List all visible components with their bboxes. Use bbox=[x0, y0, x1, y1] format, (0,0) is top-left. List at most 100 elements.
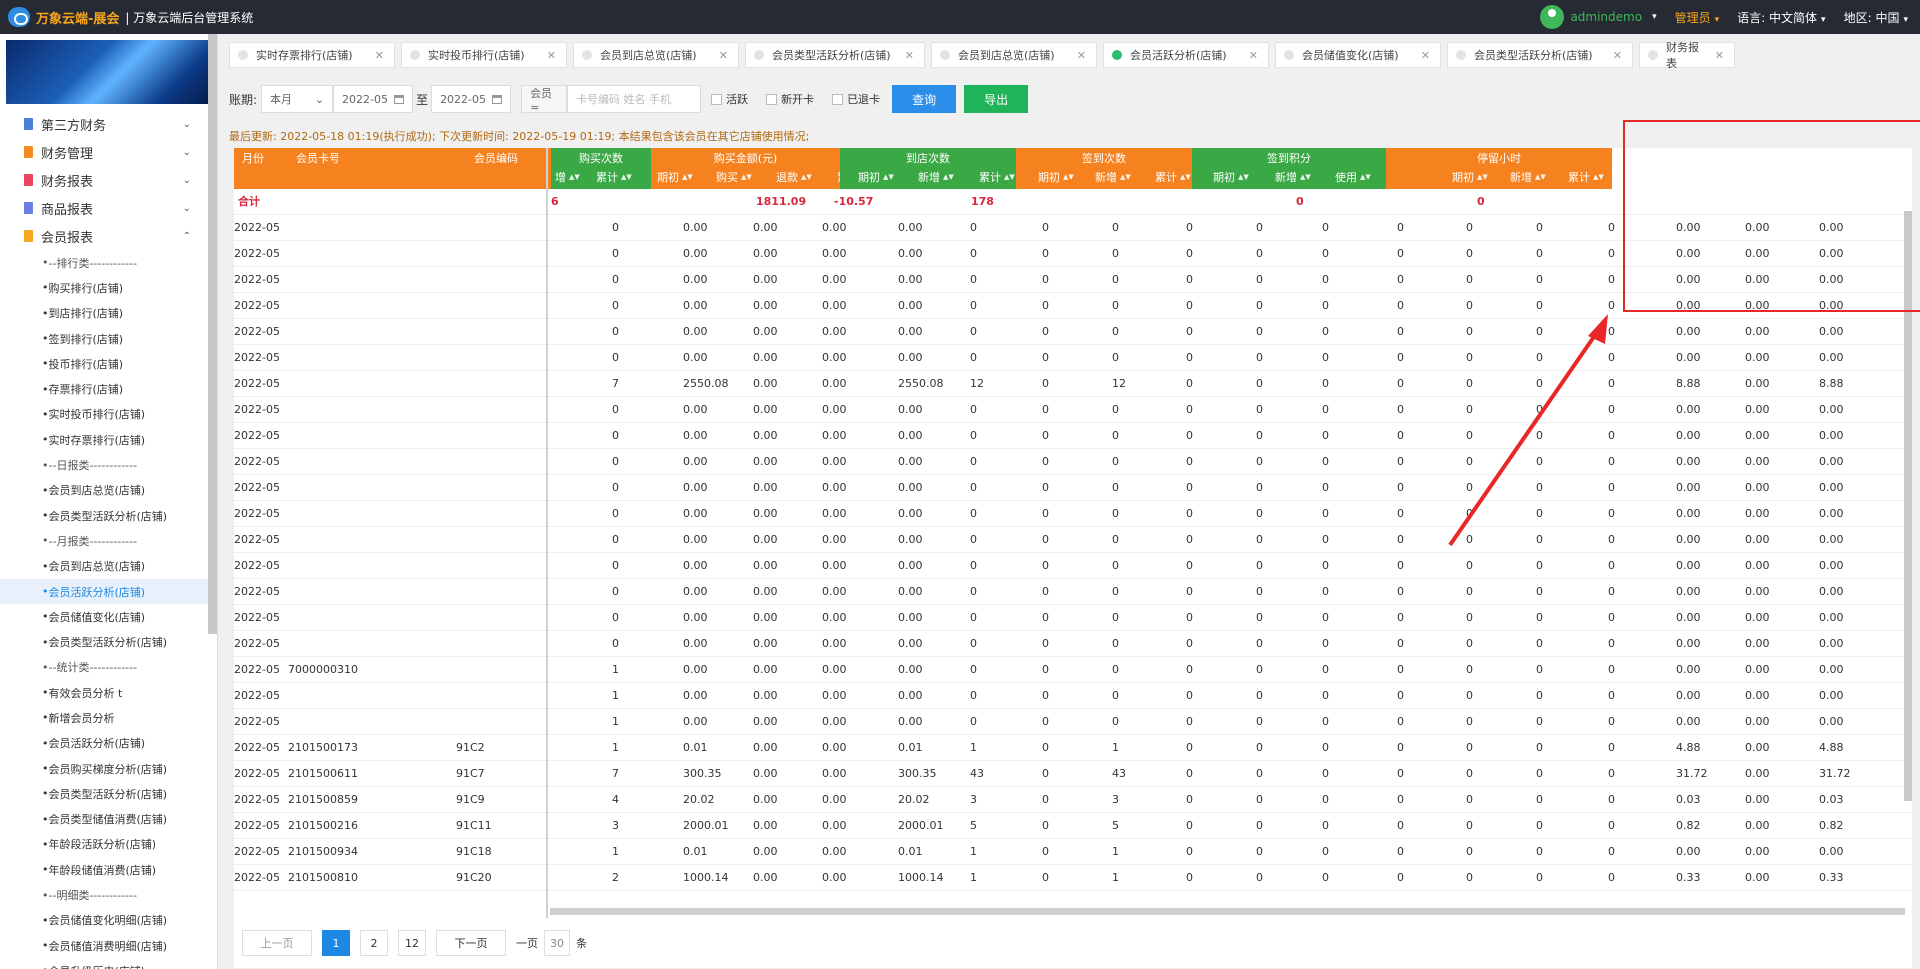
table-row[interactable]: 2022-05 2101500934 91C18 1 0.01 0.00 0.00 0.01 1… bbox=[234, 839, 1912, 865]
tab-8[interactable]: 财务报表 ✕ bbox=[1639, 41, 1735, 70]
table-row[interactable]: 2022-05 0 0.00 0.00 0.00 0.00 0 0 0 0 0 0 0 0 0 0 0.00 0.… bbox=[234, 293, 1912, 319]
sidebar-item-13[interactable]: • 会员活跃分析(店铺) bbox=[0, 578, 217, 605]
region-menu[interactable]: 地区: 中国 ▾ bbox=[1844, 9, 1908, 26]
table-row[interactable]: 2022-05 1 0.00 0.00 0.00 0.00 0 0 0 0 0 0 0 0 0 0 0.00 0.… bbox=[234, 683, 1912, 709]
table-vertical-scrollbar[interactable] bbox=[1904, 211, 1912, 801]
prev-page-button[interactable]: 上一页 bbox=[242, 930, 312, 956]
table-row[interactable]: 2022-05 7 2550.08 0.00 0.00 2550.08 12 0 12 0 0 0 0 0… bbox=[234, 371, 1912, 397]
tab-7[interactable]: 会员类型活跃分析(店铺) ✕ bbox=[1447, 42, 1633, 68]
table-row[interactable]: 2022-05 2101500859 91C9 4 20.02 0.00 0.00 20.02… bbox=[234, 787, 1912, 813]
sidebar-item-10[interactable]: • 会员类型活跃分析(店铺) bbox=[0, 503, 217, 528]
table-row[interactable]: 2022-05 0 0.00 0.00 0.00 0.00 0 0 0 0 0 0 0 0 0 0 0.00 0.… bbox=[234, 449, 1912, 475]
table-row[interactable]: 2022-05 0 0.00 0.00 0.00 0.00 0 0 0 0 0 0 0 0 0 0 0.00 0.… bbox=[234, 501, 1912, 527]
sidebar-item-2[interactable]: • 到店排行(店铺) bbox=[0, 301, 217, 326]
sidebar-scrollbar[interactable] bbox=[208, 34, 217, 634]
header-sort-5-2[interactable]: 累计 ▲▼ bbox=[1564, 168, 1604, 186]
close-icon[interactable]: ✕ bbox=[1076, 48, 1086, 62]
sidebar-item-1[interactable]: • 购买排行(店铺) bbox=[0, 275, 217, 300]
page-size-input[interactable]: 30 bbox=[544, 930, 570, 956]
header-sort-0-0[interactable]: 增 ▲▼ bbox=[551, 168, 580, 186]
close-icon[interactable]: ✕ bbox=[1420, 48, 1430, 62]
sidebar-item-14[interactable]: • 会员储值变化(店铺) bbox=[0, 604, 217, 629]
sidebar-item-17[interactable]: • 有效会员分析 t bbox=[0, 680, 217, 705]
new-card-checkbox[interactable]: 新开卡 bbox=[766, 91, 814, 107]
page-1-button[interactable]: 1 bbox=[322, 930, 350, 956]
sidebar-item-19[interactable]: • 会员活跃分析(店铺) bbox=[0, 731, 217, 756]
header-sort-1-1[interactable]: 购买 ▲▼ bbox=[712, 168, 752, 186]
sidebar-item-15[interactable]: • 会员类型活跃分析(店铺) bbox=[0, 629, 217, 654]
table-row[interactable]: 2022-05 2101500216 91C11 3 2000.01 0.00 0.00 20… bbox=[234, 813, 1912, 839]
table-row[interactable]: 2022-05 0 0.00 0.00 0.00 0.00 0 0 0 0 0 0 0 0 0 0 0.00 0.… bbox=[234, 605, 1912, 631]
header-sort-4-0[interactable]: 期初 ▲▼ bbox=[1209, 168, 1249, 186]
header-sort-3-0[interactable]: 期初 ▲▼ bbox=[1034, 168, 1074, 186]
table-row[interactable]: 2022-05 2101500611 91C7 7 300.35 0.00 0.00 300.… bbox=[234, 761, 1912, 787]
header-sort-5-0[interactable]: 期初 ▲▼ bbox=[1448, 168, 1488, 186]
tab-6[interactable]: 会员储值变化(店铺) ✕ bbox=[1275, 42, 1441, 68]
sidebar-item-5[interactable]: • 存票排行(店铺) bbox=[0, 376, 217, 401]
next-page-button[interactable]: 下一页 bbox=[436, 930, 506, 956]
close-icon[interactable]: ✕ bbox=[374, 48, 384, 62]
sidebar-item-18[interactable]: • 新增会员分析 bbox=[0, 705, 217, 730]
header-sort-2-2[interactable]: 累计 ▲▼ bbox=[975, 168, 1015, 186]
user-menu[interactable]: admindemo ▾ bbox=[1540, 5, 1657, 29]
tab-3[interactable]: 会员类型活跃分析(店铺) ✕ bbox=[745, 42, 925, 68]
table-row[interactable]: 2022-05 2101500810 91C20 2 1000.14 0.00 0.00 10… bbox=[234, 865, 1912, 891]
tab-2[interactable]: 会员到店总览(店铺) ✕ bbox=[573, 42, 739, 68]
table-row[interactable]: 2022-05 0 0.00 0.00 0.00 0.00 0 0 0 0 0 0 0 0 0 0 0.00 0.… bbox=[234, 241, 1912, 267]
sidebar-item-6[interactable]: • 实时投币排行(店铺) bbox=[0, 402, 217, 427]
sidebar-item-28[interactable]: • 会员升级历史(店铺) bbox=[0, 958, 217, 969]
sidebar-group-2[interactable]: 财务报表 ⌄ bbox=[0, 166, 217, 194]
header-fixed-2[interactable]: 会员编码 bbox=[474, 152, 518, 165]
sidebar-group-4[interactable]: 会员报表 ⌃ bbox=[0, 222, 217, 250]
table-row[interactable]: 2022-05 0 0.00 0.00 0.00 0.00 0 0 0 0 0 0 0 0 0 0 0.00 0.… bbox=[234, 475, 1912, 501]
sidebar-item-9[interactable]: • 会员到店总览(店铺) bbox=[0, 478, 217, 503]
header-sort-2-1[interactable]: 新增 ▲▼ bbox=[914, 168, 954, 186]
sidebar-item-4[interactable]: • 投币排行(店铺) bbox=[0, 351, 217, 376]
sidebar-item-21[interactable]: • 会员类型活跃分析(店铺) bbox=[0, 781, 217, 806]
table-row[interactable]: 2022-05 0 0.00 0.00 0.00 0.00 0 0 0 0 0 0 0 0 0 0 0.00 0.… bbox=[234, 579, 1912, 605]
period-select[interactable]: 本月 ⌄ bbox=[261, 85, 334, 113]
close-icon[interactable]: ✕ bbox=[1714, 48, 1724, 62]
tab-1[interactable]: 实时投币排行(店铺) ✕ bbox=[401, 42, 567, 68]
tab-5[interactable]: 会员活跃分析(店铺) ✕ bbox=[1103, 42, 1269, 68]
returned-card-checkbox[interactable]: 已退卡 bbox=[832, 91, 880, 107]
table-row[interactable]: 2022-05 0 0.00 0.00 0.00 0.00 0 0 0 0 0 0 0 0 0 0 0.00 0.… bbox=[234, 553, 1912, 579]
header-fixed-0[interactable]: 月份 bbox=[242, 152, 264, 165]
table-row[interactable]: 2022-05 0 0.00 0.00 0.00 0.00 0 0 0 0 0 0 0 0 0 0 0.00 0.… bbox=[234, 215, 1912, 241]
sidebar-item-3[interactable]: • 签到排行(店铺) bbox=[0, 326, 217, 351]
page-2-button[interactable]: 2 bbox=[360, 930, 388, 956]
role-menu[interactable]: 管理员 ▾ bbox=[1675, 9, 1720, 26]
header-sort-3-1[interactable]: 新增 ▲▼ bbox=[1091, 168, 1131, 186]
table-horizontal-scrollbar[interactable] bbox=[550, 908, 1905, 915]
header-sort-4-1[interactable]: 新增 ▲▼ bbox=[1271, 168, 1311, 186]
header-sort-1-0[interactable]: 期初 ▲▼ bbox=[653, 168, 693, 186]
sidebar-group-3[interactable]: 商品报表 ⌄ bbox=[0, 194, 217, 222]
sidebar-item-20[interactable]: • 会员购买梯度分析(店铺) bbox=[0, 756, 217, 781]
sidebar-item-7[interactable]: • 实时存票排行(店铺) bbox=[0, 427, 217, 452]
table-row[interactable]: 2022-05 0 0.00 0.00 0.00 0.00 0 0 0 0 0 0 0 0 0 0 0.00 0.… bbox=[234, 397, 1912, 423]
page-12-button[interactable]: 12 bbox=[398, 930, 426, 956]
language-menu[interactable]: 语言: 中文简体 ▾ bbox=[1737, 9, 1825, 26]
sidebar-item-26[interactable]: • 会员储值变化明细(店铺) bbox=[0, 908, 217, 933]
sidebar-group-0[interactable]: 第三方财务 ⌄ bbox=[0, 110, 217, 138]
close-icon[interactable]: ✕ bbox=[718, 48, 728, 62]
close-icon[interactable]: ✕ bbox=[1612, 48, 1622, 62]
sidebar-item-23[interactable]: • 年龄段活跃分析(店铺) bbox=[0, 832, 217, 857]
header-sort-5-1[interactable]: 新增 ▲▼ bbox=[1506, 168, 1546, 186]
header-sort-4-2[interactable]: 使用 ▲▼ bbox=[1331, 168, 1371, 186]
table-row[interactable]: 2022-05 0 0.00 0.00 0.00 0.00 0 0 0 0 0 0 0 0 0 0 0.00 0.… bbox=[234, 631, 1912, 657]
tab-0[interactable]: 实时存票排行(店铺) ✕ bbox=[229, 42, 395, 68]
active-checkbox[interactable]: 活跃 bbox=[711, 91, 748, 107]
export-button[interactable]: 导出 bbox=[964, 85, 1029, 113]
close-icon[interactable]: ✕ bbox=[546, 48, 556, 62]
table-row[interactable]: 2022-05 0 0.00 0.00 0.00 0.00 0 0 0 0 0 0 0 0 0 0 0.00 0.… bbox=[234, 527, 1912, 553]
header-sort-0-1[interactable]: 累计 ▲▼ bbox=[592, 168, 632, 186]
header-fixed-1[interactable]: 会员卡号 bbox=[296, 152, 340, 165]
table-row[interactable]: 2022-05 1 0.00 0.00 0.00 0.00 0 0 0 0 0 0 0 0 0 0 0.00 0.… bbox=[234, 709, 1912, 735]
table-row[interactable]: 2022-05 7000000310 1 0.00 0.00 0.00 0.00 0 0 0 0 0 0… bbox=[234, 657, 1912, 683]
table-row[interactable]: 2022-05 2101500173 91C2 1 0.01 0.00 0.00 0.01 1 0… bbox=[234, 735, 1912, 761]
date-to-input[interactable]: 2022-05 bbox=[431, 85, 512, 113]
close-icon[interactable]: ✕ bbox=[904, 48, 914, 62]
table-row[interactable]: 2022-05 0 0.00 0.00 0.00 0.00 0 0 0 0 0 0 0 0 0 0 0.00 0.… bbox=[234, 319, 1912, 345]
date-from-input[interactable]: 2022-05 bbox=[333, 85, 414, 113]
